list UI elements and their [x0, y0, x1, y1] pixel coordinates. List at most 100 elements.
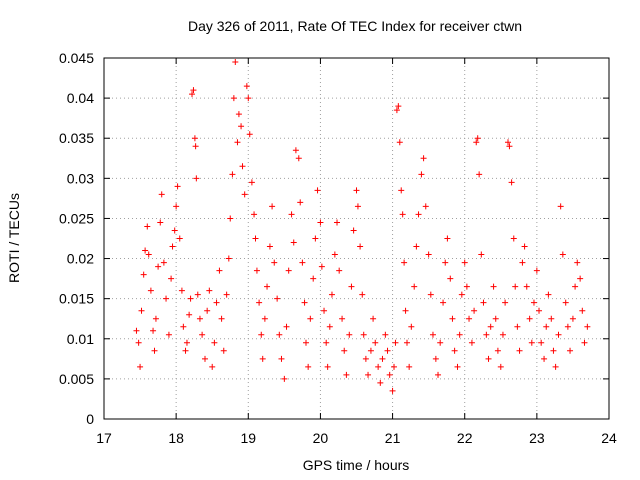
data-point	[248, 179, 255, 186]
y-tick-labels: 0 0.005 0.01 0.015 0.02 0.025 0.03 0.035 0.04 0.0…	[59, 50, 94, 427]
data-point	[548, 315, 555, 322]
data-point	[256, 299, 263, 306]
data-point	[232, 59, 239, 66]
data-point	[346, 331, 353, 338]
data-point	[577, 275, 584, 282]
data-point	[567, 347, 574, 354]
x-axis-label: GPS time / hours	[303, 457, 410, 473]
axis-ticks	[103, 57, 610, 420]
data-point	[169, 243, 176, 250]
data-point	[246, 131, 253, 138]
data-point	[138, 307, 145, 314]
data-point	[168, 275, 175, 282]
data-point	[391, 363, 398, 370]
data-point	[514, 323, 521, 330]
data-point	[341, 347, 348, 354]
y-tick-label: 0.045	[59, 50, 94, 66]
grid-lines	[104, 58, 609, 419]
data-point	[461, 259, 468, 266]
data-point	[158, 191, 165, 198]
data-point	[377, 379, 384, 386]
data-point	[283, 323, 290, 330]
data-point	[331, 251, 338, 258]
y-tick-label: 0.005	[59, 371, 94, 387]
data-point	[178, 287, 185, 294]
data-point	[471, 307, 478, 314]
data-point	[483, 331, 490, 338]
data-point	[485, 355, 492, 362]
data-point	[290, 239, 297, 246]
data-point	[442, 259, 449, 266]
data-point	[135, 339, 142, 346]
data-point	[314, 187, 321, 194]
scatter-points	[133, 59, 591, 394]
data-point	[354, 203, 361, 210]
data-point	[145, 251, 152, 258]
data-point	[259, 355, 266, 362]
data-point	[435, 371, 442, 378]
data-point	[395, 103, 402, 110]
data-point	[487, 323, 494, 330]
data-point	[492, 315, 499, 322]
data-point	[478, 251, 485, 258]
data-point	[225, 255, 232, 262]
y-tick-label: 0.025	[59, 210, 94, 226]
data-point	[310, 275, 317, 282]
data-point	[382, 331, 389, 338]
data-point	[422, 203, 429, 210]
data-point	[357, 243, 364, 250]
data-point	[572, 283, 579, 290]
data-point	[564, 323, 571, 330]
data-point	[303, 339, 309, 346]
data-point	[413, 243, 420, 250]
data-point	[234, 139, 241, 146]
data-point	[579, 307, 586, 314]
y-tick-label: 0.03	[67, 170, 94, 186]
data-point	[476, 171, 483, 178]
data-point	[191, 135, 198, 142]
data-point	[502, 299, 509, 306]
data-point	[499, 331, 506, 338]
data-point	[150, 327, 157, 334]
data-point	[365, 371, 372, 378]
data-point	[211, 339, 218, 346]
data-point	[271, 259, 278, 266]
data-point	[379, 355, 386, 362]
data-point	[528, 339, 535, 346]
data-point	[193, 175, 200, 182]
y-tick-label: 0.015	[59, 291, 94, 307]
data-point	[160, 259, 167, 266]
data-point	[204, 307, 211, 314]
data-point	[468, 339, 475, 346]
data-point	[288, 211, 295, 218]
x-tick-label: 23	[529, 430, 545, 446]
data-point	[474, 135, 481, 142]
data-point	[152, 315, 159, 322]
data-point	[323, 339, 330, 346]
data-point	[336, 267, 343, 274]
data-point	[401, 259, 408, 266]
data-point	[372, 339, 379, 346]
data-point	[375, 363, 382, 370]
data-point	[144, 223, 151, 230]
chart-title: Day 326 of 2011, Rate Of TEC Index for r…	[188, 18, 522, 34]
data-point	[393, 107, 400, 114]
data-point	[557, 203, 564, 210]
data-point	[243, 83, 250, 90]
data-point	[506, 143, 513, 150]
data-point	[386, 371, 393, 378]
data-point	[202, 355, 208, 362]
data-point	[199, 331, 206, 338]
data-point	[269, 203, 276, 210]
data-point	[510, 235, 517, 242]
data-point	[140, 271, 147, 278]
data-point	[326, 323, 333, 330]
data-point	[516, 347, 523, 354]
data-point	[512, 283, 519, 290]
data-point	[192, 143, 199, 150]
data-point	[389, 387, 396, 394]
x-tick-label: 22	[457, 430, 473, 446]
data-point	[418, 171, 425, 178]
data-point	[241, 191, 248, 198]
data-point	[190, 87, 197, 94]
